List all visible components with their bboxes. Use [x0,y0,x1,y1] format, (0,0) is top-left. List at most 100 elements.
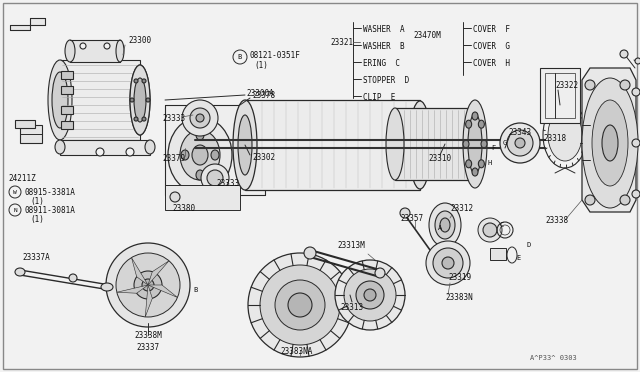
Ellipse shape [620,80,630,90]
Text: 23338: 23338 [545,215,568,224]
Ellipse shape [134,78,146,122]
Ellipse shape [116,40,124,62]
Ellipse shape [620,50,628,58]
Bar [61,121,73,129]
Ellipse shape [635,58,640,64]
Ellipse shape [440,218,450,232]
Polygon shape [15,120,35,128]
Text: 08121-0351F: 08121-0351F [250,51,301,60]
Text: 23322: 23322 [555,80,578,90]
Ellipse shape [142,117,146,121]
Text: (1): (1) [30,215,44,224]
Polygon shape [165,105,265,195]
Ellipse shape [478,160,484,168]
Ellipse shape [481,140,487,148]
Text: 23378: 23378 [252,90,275,99]
Ellipse shape [483,223,497,237]
Text: (1): (1) [254,61,268,70]
Ellipse shape [182,100,218,136]
Ellipse shape [632,88,640,96]
Text: N: N [13,208,17,212]
Ellipse shape [472,112,478,120]
Text: 08911-3081A: 08911-3081A [24,205,75,215]
Ellipse shape [134,271,162,299]
Ellipse shape [248,253,352,357]
Ellipse shape [585,80,595,90]
Bar [61,106,73,114]
Ellipse shape [134,117,138,121]
Text: (1): (1) [30,196,44,205]
Polygon shape [60,60,140,140]
Text: CLIP  E: CLIP E [363,93,396,102]
Polygon shape [145,285,152,317]
Text: ERING  C: ERING C [363,58,400,67]
Text: 23357: 23357 [400,214,423,222]
Ellipse shape [130,65,150,135]
Text: 23470M: 23470M [413,31,441,39]
Ellipse shape [52,72,68,128]
Polygon shape [117,285,148,293]
Text: 23338M: 23338M [134,330,162,340]
Ellipse shape [65,40,75,62]
Polygon shape [148,285,177,298]
Ellipse shape [116,253,180,317]
Ellipse shape [69,274,77,282]
Ellipse shape [466,120,472,128]
Ellipse shape [548,109,582,161]
Ellipse shape [134,78,146,122]
Text: 23343: 23343 [508,128,531,137]
Ellipse shape [364,289,376,301]
Ellipse shape [507,130,533,156]
Polygon shape [10,18,45,30]
Ellipse shape [466,160,472,168]
Ellipse shape [196,130,204,140]
Ellipse shape [80,43,86,49]
Ellipse shape [96,148,104,156]
Ellipse shape [442,257,454,269]
Text: 23379: 23379 [162,154,185,163]
Text: A: A [438,225,442,231]
Ellipse shape [15,268,25,276]
Circle shape [9,186,21,198]
Ellipse shape [190,108,210,128]
Ellipse shape [142,79,146,83]
Ellipse shape [375,268,385,278]
Text: 23310: 23310 [428,154,451,163]
Ellipse shape [48,60,72,140]
Text: W: W [13,189,17,195]
Circle shape [9,204,21,216]
Ellipse shape [104,43,110,49]
Text: 23337A: 23337A [22,253,50,263]
Ellipse shape [233,100,257,190]
Text: H: H [488,160,492,166]
Ellipse shape [201,164,229,192]
Polygon shape [70,40,120,62]
Text: 23383N: 23383N [445,294,473,302]
Ellipse shape [386,108,404,180]
Polygon shape [60,140,150,155]
Ellipse shape [288,293,312,317]
Ellipse shape [620,195,630,205]
Ellipse shape [142,279,154,291]
Text: STOPPER  D: STOPPER D [363,76,409,84]
Ellipse shape [196,170,204,180]
Ellipse shape [196,114,204,122]
Text: D: D [527,242,531,248]
Ellipse shape [472,168,478,176]
Text: 23300A: 23300A [246,89,274,97]
Text: F: F [491,145,495,151]
Ellipse shape [478,120,484,128]
Ellipse shape [168,117,232,193]
Bar [540,68,580,123]
Ellipse shape [335,260,405,330]
Ellipse shape [55,140,65,154]
Text: 23380: 23380 [172,203,195,212]
Polygon shape [165,185,240,210]
Ellipse shape [426,241,470,285]
Ellipse shape [582,78,638,208]
Text: 08915-3381A: 08915-3381A [24,187,75,196]
Polygon shape [245,100,420,190]
Ellipse shape [126,148,134,156]
Text: E: E [516,255,520,261]
Ellipse shape [134,79,138,83]
